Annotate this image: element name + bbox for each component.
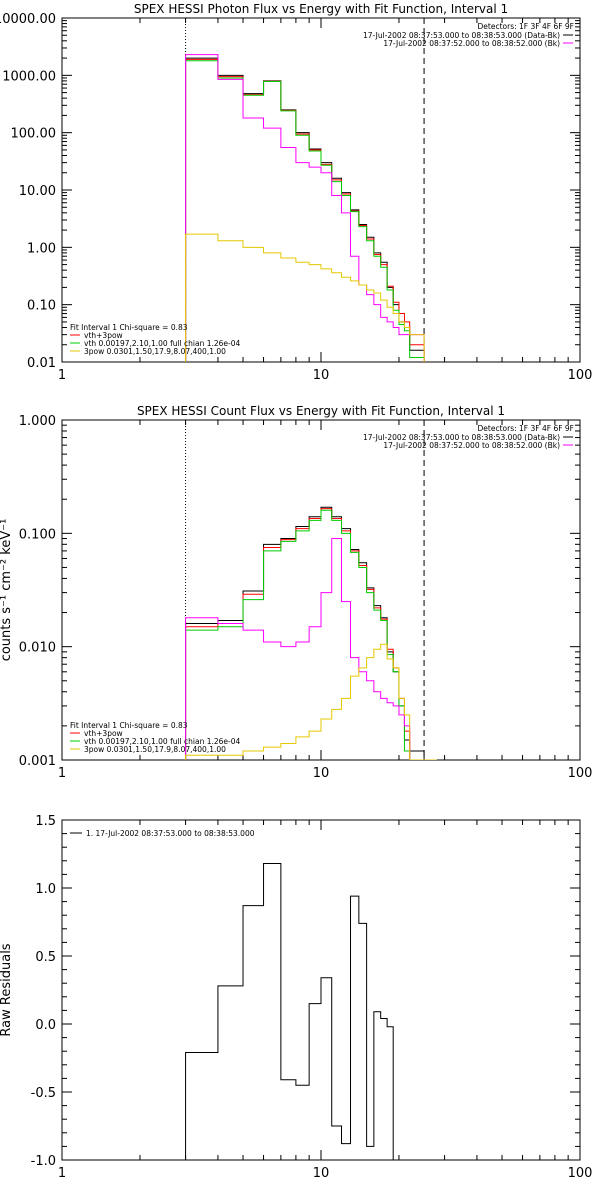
series-5-line (185, 233, 425, 362)
series-4-line (185, 54, 425, 362)
x-tick-label: 100 (568, 368, 593, 383)
series-3-line (185, 60, 425, 362)
plot-frame (61, 17, 581, 363)
y-axis-label: Raw Residuals (0, 943, 14, 1036)
legend-entry: vth+3pow (84, 729, 123, 738)
chart-panel-1: SPEX HESSI Photon Flux vs Energy with Fi… (0, 2, 592, 383)
x-tick-label: 10 (313, 766, 330, 781)
legend-fit-header: Fit Interval 1 Chi-square = 0.83 (70, 323, 188, 332)
y-axis-label: counts s⁻¹ cm⁻² keV⁻¹ (0, 519, 14, 662)
x-tick-label: 1 (58, 1166, 66, 1181)
y-tick-label: -0.5 (31, 1086, 56, 1101)
legend-entry: vth 0.00197,2.10,1.00 full chian 1.26e-0… (84, 737, 241, 746)
chart-panel-3: 1 10 100 -1.0 -0.5 0.0 0.5 1.0 1.5 Raw Residuals 1… (0, 814, 592, 1181)
y-tick-label: 0.001 (19, 754, 56, 769)
chart-panel-2: SPEX HESSI Count Flux vs Energy with Fit… (0, 404, 592, 781)
chart-title: SPEX HESSI Count Flux vs Energy with Fit… (137, 404, 505, 418)
legend-fit-header: Fit Interval 1 Chi-square = 0.83 (70, 721, 188, 730)
legend-entry: 17-Jul-2002 08:37:53.000 to 08:38:53.000… (363, 433, 560, 442)
x-tick-label: 1 (58, 766, 66, 781)
y-tick-label: 0.10 (27, 299, 56, 314)
legend-entry: 3pow 0.0301,1.50,17.9,8.07,400,1.00 (84, 745, 226, 754)
legend-entry: 17-Jul-2002 08:37:53.000 to 08:38:53.000… (363, 31, 560, 40)
series-2-line (185, 508, 437, 760)
y-tick-label: 0.100 (19, 527, 56, 542)
legend-entry: 17-Jul-2002 08:37:52.000 to 08:38:52.000… (383, 39, 560, 48)
series-group (185, 863, 394, 1160)
series-2-line (185, 58, 425, 362)
chart-title: SPEX HESSI Photon Flux vs Energy with Fi… (134, 2, 508, 16)
y-tick-label: 1.00 (27, 241, 56, 256)
series-group (185, 506, 437, 760)
x-tick-label: 10 (313, 1166, 330, 1181)
legend-detectors: Detectors: 1F 3F 4F 6F 9F (478, 424, 574, 433)
series-group (185, 54, 425, 362)
y-tick-label: 1000.00 (2, 69, 56, 84)
y-tick-label: 10.00 (19, 184, 56, 199)
y-tick-label: 1.0 (35, 882, 56, 897)
y-tick-label: 1.000 (19, 414, 56, 429)
series-1-line (185, 506, 437, 760)
x-tick-label: 100 (568, 766, 593, 781)
x-tick-label: 1 (58, 368, 66, 383)
x-tick-label: 10 (313, 368, 330, 383)
series-3-line (185, 509, 437, 760)
legend-entry: 3pow 0.0301,1.50,17.9,8.07,400,1.00 (84, 347, 226, 356)
series-4-line (185, 538, 437, 760)
legend-entry: vth+3pow (84, 331, 123, 340)
y-tick-label: 10000.00 (0, 12, 56, 27)
series-5-line (185, 643, 437, 760)
x-tick-label: 100 (568, 1166, 593, 1181)
legend-entry: 1. 17-Jul-2002 08:37:53.000 to 08:38:53.… (86, 829, 255, 838)
y-tick-label: -1.0 (31, 1154, 56, 1169)
legend-detectors: Detectors: 1F 3F 4F 6F 9F (478, 22, 574, 31)
y-tick-label: 100.00 (11, 127, 57, 142)
y-tick-label: 0.5 (35, 950, 56, 965)
y-tick-label: 0.0 (35, 1018, 56, 1033)
y-tick-label: 1.5 (35, 814, 56, 829)
y-tick-label: 0.01 (27, 356, 56, 371)
series-1-line (185, 863, 394, 1160)
legend-entry: vth 0.00197,2.10,1.00 full chian 1.26e-0… (84, 339, 241, 348)
y-tick-label: 0.010 (19, 641, 56, 656)
legend-entry: 17-Jul-2002 08:37:52.000 to 08:38:52.000… (383, 441, 560, 450)
plot-frame (61, 419, 581, 761)
series-1-line (185, 57, 425, 362)
